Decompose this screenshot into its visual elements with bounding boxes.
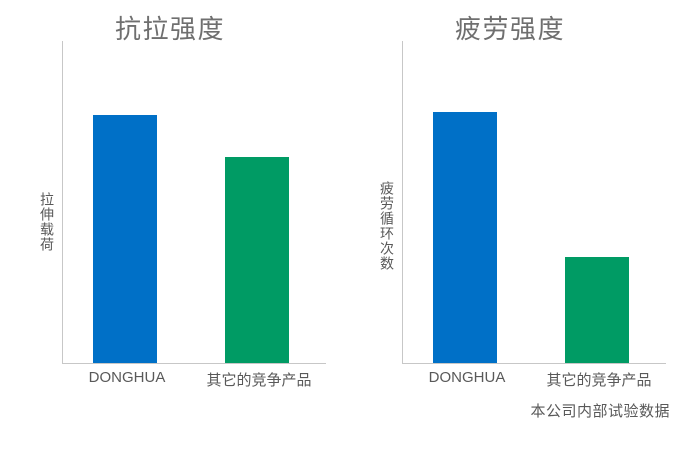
x-axis-line <box>402 363 666 364</box>
y-axis-line <box>62 41 63 363</box>
y-axis-label: 拉伸载荷 <box>39 192 55 252</box>
bar-donghua <box>433 112 497 363</box>
x-axis-line <box>62 363 326 364</box>
plot-area <box>402 41 666 363</box>
bar-competitor <box>565 257 629 363</box>
chart-title: 疲劳强度 <box>454 14 565 44</box>
bar-donghua <box>93 115 157 363</box>
tensile-strength-chart: 抗拉强度 拉伸载荷 DONGHUA 其它的竞争产品 <box>0 0 340 430</box>
chart-title: 抗拉强度 <box>114 14 225 44</box>
plot-area <box>62 41 326 363</box>
x-axis-category-label: DONGHUA <box>428 369 506 386</box>
y-axis-label: 疲劳循环次数 <box>379 181 395 271</box>
x-axis-category-label: 其它的竞争产品 <box>206 372 312 389</box>
fatigue-strength-chart: 疲劳强度 疲劳循环次数 DONGHUA 其它的竞争产品 <box>340 0 680 430</box>
data-source-note: 本公司内部试验数据 <box>530 403 670 420</box>
y-axis-line <box>402 41 403 363</box>
bar-competitor <box>225 157 289 363</box>
x-axis-category-label: DONGHUA <box>88 369 166 386</box>
x-axis-category-label: 其它的竞争产品 <box>546 372 652 389</box>
